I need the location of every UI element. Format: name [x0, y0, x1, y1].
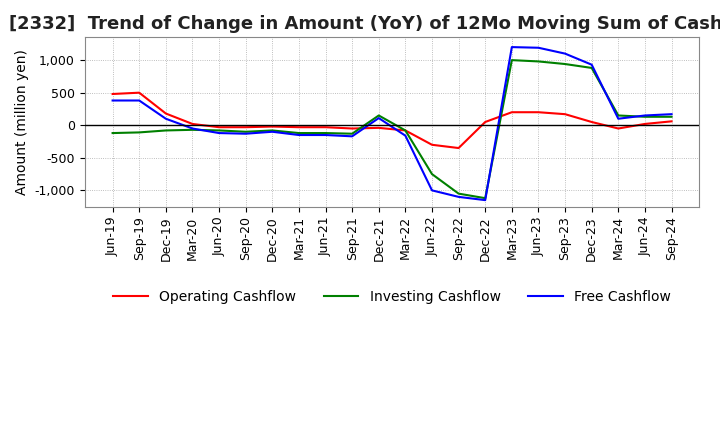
- Investing Cashflow: [108, 130, 117, 136]
- Investing Cashflow: [241, 129, 250, 134]
- Operating Cashflow: [374, 125, 383, 131]
- Free Cashflow: [667, 111, 676, 117]
- Operating Cashflow: [454, 145, 463, 150]
- Operating Cashflow: [268, 124, 276, 129]
- Free Cashflow: [268, 129, 276, 134]
- Operating Cashflow: [348, 126, 356, 131]
- Free Cashflow: [534, 45, 543, 51]
- Operating Cashflow: [614, 126, 623, 131]
- Operating Cashflow: [161, 111, 170, 116]
- Free Cashflow: [161, 116, 170, 121]
- Free Cashflow: [561, 51, 570, 56]
- Investing Cashflow: [667, 114, 676, 119]
- Operating Cashflow: [588, 119, 596, 125]
- Investing Cashflow: [508, 58, 516, 63]
- Free Cashflow: [321, 132, 330, 138]
- Free Cashflow: [348, 134, 356, 139]
- Investing Cashflow: [534, 59, 543, 64]
- Free Cashflow: [241, 131, 250, 136]
- Operating Cashflow: [667, 119, 676, 124]
- Operating Cashflow: [641, 121, 649, 127]
- Operating Cashflow: [294, 125, 303, 130]
- Free Cashflow: [294, 132, 303, 138]
- Free Cashflow: [641, 113, 649, 118]
- Free Cashflow: [614, 116, 623, 121]
- Operating Cashflow: [481, 119, 490, 125]
- Investing Cashflow: [321, 130, 330, 136]
- Operating Cashflow: [534, 110, 543, 115]
- Free Cashflow: [428, 188, 436, 193]
- Free Cashflow: [454, 194, 463, 199]
- Investing Cashflow: [268, 128, 276, 133]
- Investing Cashflow: [561, 62, 570, 67]
- Operating Cashflow: [428, 142, 436, 147]
- Free Cashflow: [188, 126, 197, 131]
- Free Cashflow: [508, 44, 516, 50]
- Free Cashflow: [135, 98, 143, 103]
- Investing Cashflow: [588, 65, 596, 70]
- Operating Cashflow: [135, 90, 143, 95]
- Investing Cashflow: [188, 127, 197, 132]
- Line: Operating Cashflow: Operating Cashflow: [112, 93, 672, 148]
- Free Cashflow: [215, 130, 223, 136]
- Investing Cashflow: [428, 172, 436, 177]
- Investing Cashflow: [135, 130, 143, 135]
- Operating Cashflow: [561, 111, 570, 117]
- Line: Free Cashflow: Free Cashflow: [112, 47, 672, 200]
- Investing Cashflow: [614, 113, 623, 118]
- Investing Cashflow: [481, 195, 490, 201]
- Investing Cashflow: [374, 113, 383, 118]
- Operating Cashflow: [215, 125, 223, 130]
- Free Cashflow: [374, 115, 383, 121]
- Operating Cashflow: [108, 92, 117, 97]
- Operating Cashflow: [241, 125, 250, 130]
- Investing Cashflow: [215, 128, 223, 133]
- Operating Cashflow: [188, 121, 197, 127]
- Investing Cashflow: [401, 128, 410, 133]
- Operating Cashflow: [321, 125, 330, 130]
- Free Cashflow: [481, 198, 490, 203]
- Free Cashflow: [401, 133, 410, 138]
- Operating Cashflow: [508, 110, 516, 115]
- Y-axis label: Amount (million yen): Amount (million yen): [15, 49, 29, 195]
- Investing Cashflow: [454, 191, 463, 196]
- Investing Cashflow: [161, 128, 170, 133]
- Line: Investing Cashflow: Investing Cashflow: [112, 60, 672, 198]
- Investing Cashflow: [348, 131, 356, 136]
- Operating Cashflow: [401, 128, 410, 133]
- Investing Cashflow: [294, 130, 303, 136]
- Investing Cashflow: [641, 114, 649, 119]
- Title: [2332]  Trend of Change in Amount (YoY) of 12Mo Moving Sum of Cashflows: [2332] Trend of Change in Amount (YoY) o…: [9, 15, 720, 33]
- Free Cashflow: [108, 98, 117, 103]
- Legend: Operating Cashflow, Investing Cashflow, Free Cashflow: Operating Cashflow, Investing Cashflow, …: [107, 285, 677, 310]
- Free Cashflow: [588, 62, 596, 67]
